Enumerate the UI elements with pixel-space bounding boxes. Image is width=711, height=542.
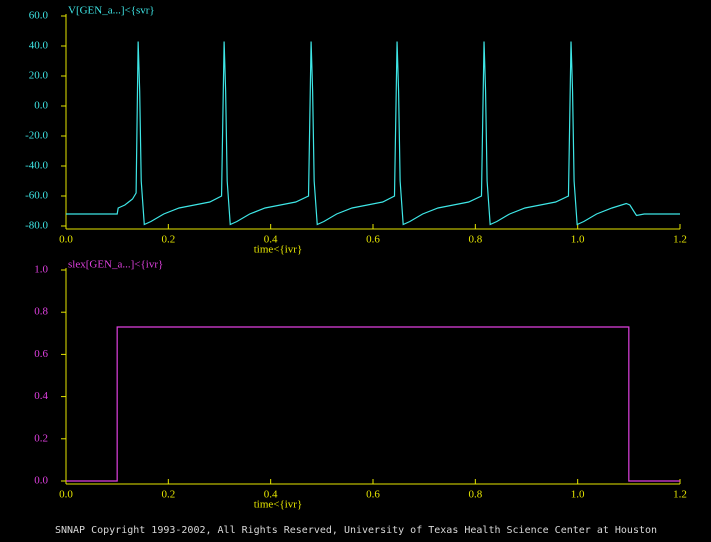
trace-line bbox=[66, 326, 680, 482]
y-tick-label: 0.4 bbox=[34, 390, 48, 402]
y-tick-label: 1.0 bbox=[34, 264, 48, 276]
x-axis-label: time<{ivr} bbox=[254, 499, 303, 511]
y-tick-label: 40.0 bbox=[29, 40, 49, 52]
x-tick-label: 0.2 bbox=[161, 489, 175, 501]
y-tick-label: 0.6 bbox=[34, 348, 48, 360]
y-tick-label: 60.0 bbox=[29, 10, 49, 22]
y-tick-label: 0.0 bbox=[34, 100, 48, 112]
y-tick-label: 0.0 bbox=[34, 475, 48, 487]
x-tick-label: 0.8 bbox=[468, 489, 482, 501]
trace-line bbox=[66, 41, 680, 226]
y-tick-label: 20.0 bbox=[29, 70, 49, 82]
x-tick-label: 1.2 bbox=[673, 234, 687, 246]
y-tick-label: -80.0 bbox=[25, 220, 48, 232]
x-tick-label: 1.0 bbox=[571, 489, 585, 501]
y-tick-label: 0.8 bbox=[34, 306, 48, 318]
chart-title: V[GEN_a...]<{svr} bbox=[68, 5, 155, 17]
x-tick-label: 0.6 bbox=[366, 234, 380, 246]
x-tick-label: 1.2 bbox=[673, 489, 687, 501]
x-tick-label: 1.0 bbox=[571, 234, 585, 246]
y-tick-label: -20.0 bbox=[25, 130, 48, 142]
x-tick-label: 0.6 bbox=[366, 489, 380, 501]
x-tick-label: 0.4 bbox=[264, 234, 278, 246]
x-tick-label: 0.8 bbox=[468, 234, 482, 246]
copyright-footer: SNNAP Copyright 1993-2002, All Rights Re… bbox=[55, 525, 657, 536]
x-tick-label: 0.0 bbox=[59, 234, 73, 246]
x-tick-label: 0.4 bbox=[264, 489, 278, 501]
x-tick-label: 0.0 bbox=[59, 489, 73, 501]
y-tick-label: 0.2 bbox=[34, 432, 48, 444]
x-axis-label: time<{ivr} bbox=[254, 244, 303, 256]
y-tick-label: -60.0 bbox=[25, 190, 48, 202]
y-tick-label: -40.0 bbox=[25, 160, 48, 172]
chart-title: slex[GEN_a...]<{ivr} bbox=[68, 259, 163, 271]
x-tick-label: 0.2 bbox=[161, 234, 175, 246]
